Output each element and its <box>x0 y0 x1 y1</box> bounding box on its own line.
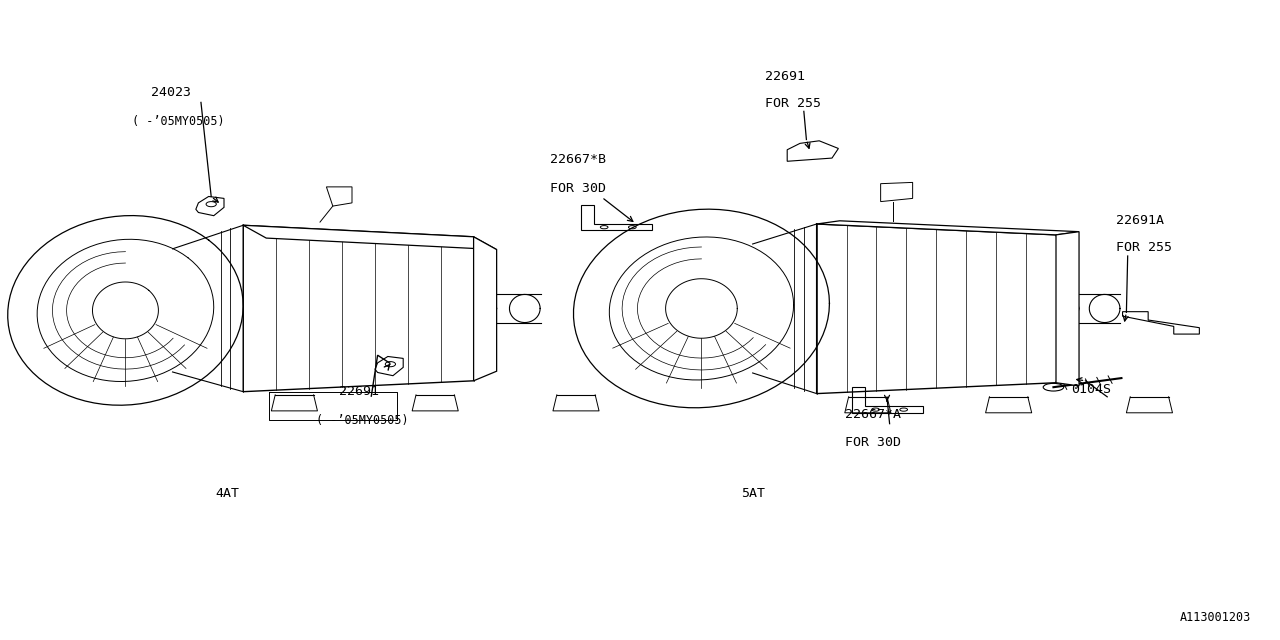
Text: 4AT: 4AT <box>216 488 239 500</box>
Text: FOR 30D: FOR 30D <box>550 182 607 195</box>
Text: 22667*A: 22667*A <box>845 408 901 421</box>
Text: 22691A: 22691A <box>1116 214 1165 227</box>
Text: ( -’05MY0505): ( -’05MY0505) <box>316 414 408 427</box>
Text: ( -’05MY0505): ( -’05MY0505) <box>132 115 224 128</box>
Text: A113001203: A113001203 <box>1179 611 1251 624</box>
Polygon shape <box>243 225 497 250</box>
Polygon shape <box>1056 232 1079 386</box>
Text: FOR 255: FOR 255 <box>1116 241 1172 254</box>
Text: 24023: 24023 <box>151 86 191 99</box>
Ellipse shape <box>1043 383 1064 391</box>
Text: 22691: 22691 <box>765 70 805 83</box>
Polygon shape <box>817 221 1079 235</box>
Text: 0104S: 0104S <box>1071 383 1111 396</box>
Text: FOR 255: FOR 255 <box>765 97 822 110</box>
Polygon shape <box>474 237 497 381</box>
Text: 5AT: 5AT <box>741 488 764 500</box>
Text: 22667*B: 22667*B <box>550 154 607 166</box>
Text: FOR 30D: FOR 30D <box>845 436 901 449</box>
Text: 22691: 22691 <box>339 385 379 398</box>
